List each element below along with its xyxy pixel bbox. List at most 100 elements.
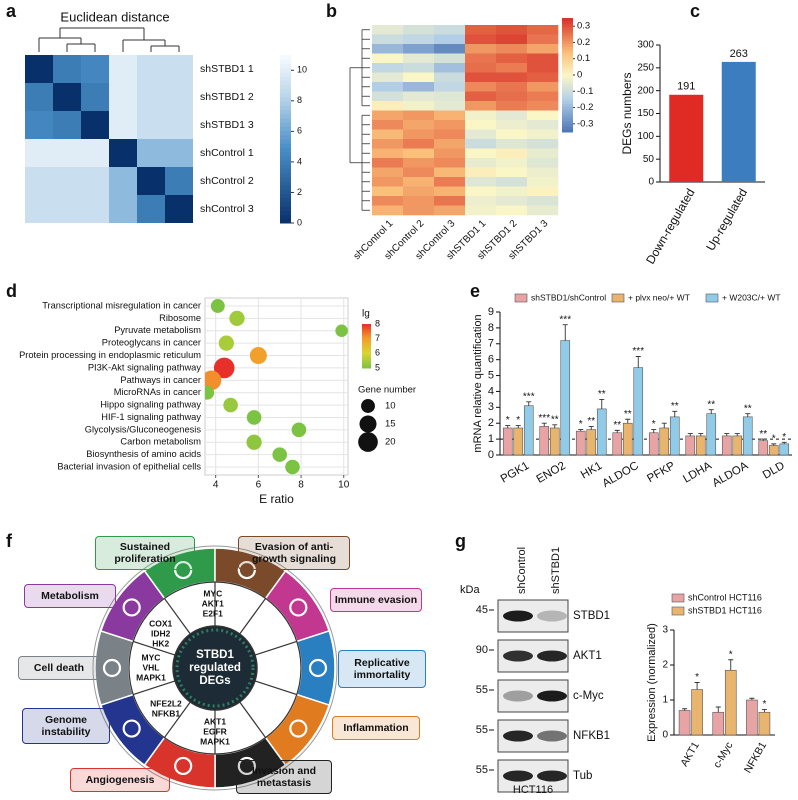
gene-label: AKT1 <box>202 598 224 608</box>
colorbar-step <box>362 366 371 369</box>
colorbar-step <box>562 103 573 107</box>
size-legend-mark <box>361 399 375 413</box>
significance: *** <box>523 391 535 402</box>
colorbar-step <box>562 77 573 82</box>
legend-label: + plvx neo/+ WT <box>628 292 690 302</box>
heatmap-cell <box>403 120 435 130</box>
colorbar-step <box>280 97 291 102</box>
heatmap-cell <box>527 53 559 64</box>
heatmap-cell <box>372 53 404 64</box>
heatmap-cell <box>165 83 193 111</box>
colorbar-step <box>280 76 291 81</box>
heatmap-cell <box>496 196 528 206</box>
bar <box>596 408 607 456</box>
center-label: regulated <box>189 662 241 674</box>
colorbar-tick-label: 6 <box>297 126 302 136</box>
colorbar-tick-label: 0.1 <box>577 53 590 64</box>
heatmap-cell <box>496 205 528 216</box>
heatmap-cell <box>527 91 559 102</box>
bar <box>659 427 670 456</box>
gene-label: AKT1 <box>204 716 226 726</box>
colorbar-step <box>562 49 573 53</box>
significance: *** <box>632 346 644 357</box>
colorbar-step <box>280 168 291 174</box>
row-label: shSTBD1 1 <box>200 63 254 75</box>
bubble <box>335 324 348 337</box>
heatmap-cell <box>434 82 466 92</box>
colorbar-step <box>562 126 573 130</box>
row-label: shControl 2 <box>200 175 254 187</box>
value-label: 263 <box>730 48 748 60</box>
heatmap-cell <box>403 63 435 73</box>
legend-tick-label: 7 <box>375 333 380 343</box>
colorbar-step <box>362 359 371 362</box>
heatmap-cell <box>372 91 404 102</box>
heatmap-cell <box>496 82 528 92</box>
heatmap-cell <box>403 196 435 206</box>
heatmap-cell <box>165 195 193 223</box>
bubble <box>205 370 222 391</box>
heatmap-cell <box>527 63 559 73</box>
colorbar-step <box>562 35 573 39</box>
hallmark-segment <box>295 629 336 707</box>
hallmark-box: Immune evasion <box>330 588 422 612</box>
error-bar <box>715 706 721 713</box>
error-bar <box>599 398 605 409</box>
legend-label: shControl HCT116 <box>688 592 762 602</box>
center-label: STBD1 <box>196 649 234 661</box>
bubble <box>272 447 287 462</box>
heatmap-cell <box>434 205 466 216</box>
heatmap-cell <box>465 205 497 216</box>
colorbar-step <box>562 32 573 36</box>
colorbar-step <box>280 139 291 144</box>
colorbar-tick-label: 0 <box>577 70 582 81</box>
colorbar-step <box>362 362 371 365</box>
y-tick-label: HIF-1 signaling pathway <box>101 412 201 422</box>
heatmap-cell <box>434 101 466 111</box>
protein-label: NFKB1 <box>573 730 610 742</box>
heatmap-cell <box>109 167 137 195</box>
colorbar-step <box>280 143 291 148</box>
colorbar-step <box>280 84 291 90</box>
heatmap-cell <box>53 167 81 195</box>
x-tick-label: 8 <box>298 480 304 491</box>
heatmap-cell <box>53 195 81 223</box>
heatmap-cell <box>109 111 137 139</box>
heatmap-cell <box>372 205 404 216</box>
bar <box>695 435 706 456</box>
colorbar-step <box>562 89 573 93</box>
heatmap-cell <box>465 82 497 92</box>
y-tick-label: Pyruvate metabolism <box>114 325 201 335</box>
protein-label: STBD1 <box>573 610 610 622</box>
colorbar-step <box>562 46 573 50</box>
colorbar-step <box>362 335 371 338</box>
colorbar-step <box>362 329 371 332</box>
colorbar-step <box>362 325 371 328</box>
bubble <box>249 347 267 365</box>
hallmark-box: Sustained proliferation <box>95 536 195 570</box>
bar <box>575 430 586 456</box>
heatmap-cell <box>165 139 193 167</box>
heatmap-cell <box>403 53 435 64</box>
bubble <box>213 357 235 379</box>
legend-swatch <box>671 593 685 603</box>
bar <box>779 443 790 456</box>
bar <box>612 432 623 456</box>
colorbar-step <box>280 105 291 111</box>
heatmap-cell <box>527 158 559 168</box>
gene-label: E2F1 <box>203 608 224 618</box>
bar <box>691 689 703 736</box>
heatmap-cell <box>25 167 53 195</box>
heatmap-cell <box>465 186 497 197</box>
significance: * <box>729 649 733 660</box>
heatmap-cell <box>527 110 559 121</box>
chart-title: Euclidean distance <box>60 9 169 24</box>
heatmap-cell <box>403 158 435 168</box>
legend-label: 10 <box>385 401 396 412</box>
bar <box>732 435 743 456</box>
colorbar-step <box>562 72 573 76</box>
colorbar-step <box>362 338 371 341</box>
colorbar-step <box>562 40 573 45</box>
blot-band <box>503 650 533 662</box>
ring-divider <box>239 598 267 635</box>
